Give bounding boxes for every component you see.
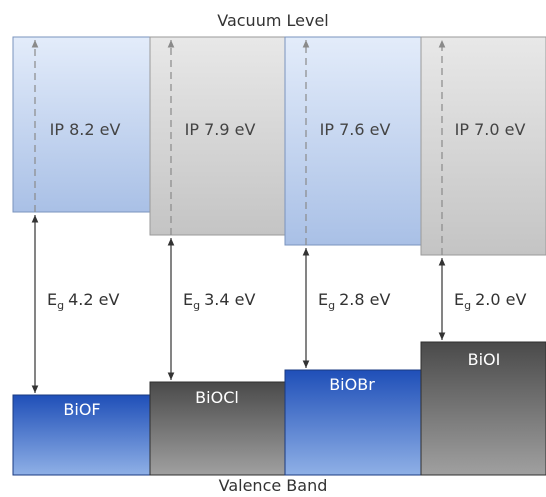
bandgap-value: 4.2 eV [68, 290, 119, 309]
valence-band-block-bioi [420, 341, 546, 476]
ionization-potential-label-biocl: IP 7.9 eV [185, 120, 256, 139]
conduction-band-block-biobr [284, 36, 422, 246]
material-name-biocl: BiOCl [195, 388, 239, 407]
bandgap-label-biof: Eg 4.2 eV [47, 290, 119, 312]
ionization-potential-label-biof: IP 8.2 eV [50, 120, 121, 139]
bandgap-subscript: g [328, 299, 335, 312]
bandgap-symbol: E [454, 290, 464, 309]
bandgap-subscript: g [464, 299, 471, 312]
bandgap-symbol: E [47, 290, 57, 309]
material-name-biobr: BiOBr [329, 375, 375, 394]
bandgap-symbol: E [183, 290, 193, 309]
valence-band-block-biobr [284, 369, 422, 476]
material-column-biof: IP 8.2 eV Eg 4.2 eV BiOF [12, 36, 151, 476]
bandgap-subscript: g [193, 299, 200, 312]
material-name-bioi: BiOI [468, 350, 501, 369]
conduction-band-block-biof [12, 36, 151, 213]
valence-band-title: Valence Band [219, 476, 328, 495]
bandgap-subscript: g [57, 299, 64, 312]
bandgap-label-biobr: Eg 2.8 eV [318, 290, 390, 312]
ionization-potential-label-bioi: IP 7.0 eV [455, 120, 526, 139]
bandgap-value: 2.0 eV [475, 290, 526, 309]
material-column-bioi: IP 7.0 eV Eg 2.0 eV BiOI [420, 36, 546, 476]
conduction-band-block-bioi [420, 36, 546, 256]
vacuum-level-title: Vacuum Level [217, 11, 329, 30]
valence-band-block-biof [12, 394, 151, 476]
material-column-biobr: IP 7.6 eV Eg 2.8 eV BiOBr [284, 36, 422, 476]
bandgap-label-biocl: Eg 3.4 eV [183, 290, 255, 312]
bandgap-value: 3.4 eV [204, 290, 255, 309]
bandgap-label-bioi: Eg 2.0 eV [454, 290, 526, 312]
valence-band-block-biocl [149, 381, 286, 476]
ionization-potential-label-biobr: IP 7.6 eV [320, 120, 391, 139]
bandgap-symbol: E [318, 290, 328, 309]
material-name-biof: BiOF [63, 400, 100, 419]
bandgap-value: 2.8 eV [339, 290, 390, 309]
material-column-biocl: IP 7.9 eV Eg 3.4 eV BiOCl [149, 36, 286, 476]
